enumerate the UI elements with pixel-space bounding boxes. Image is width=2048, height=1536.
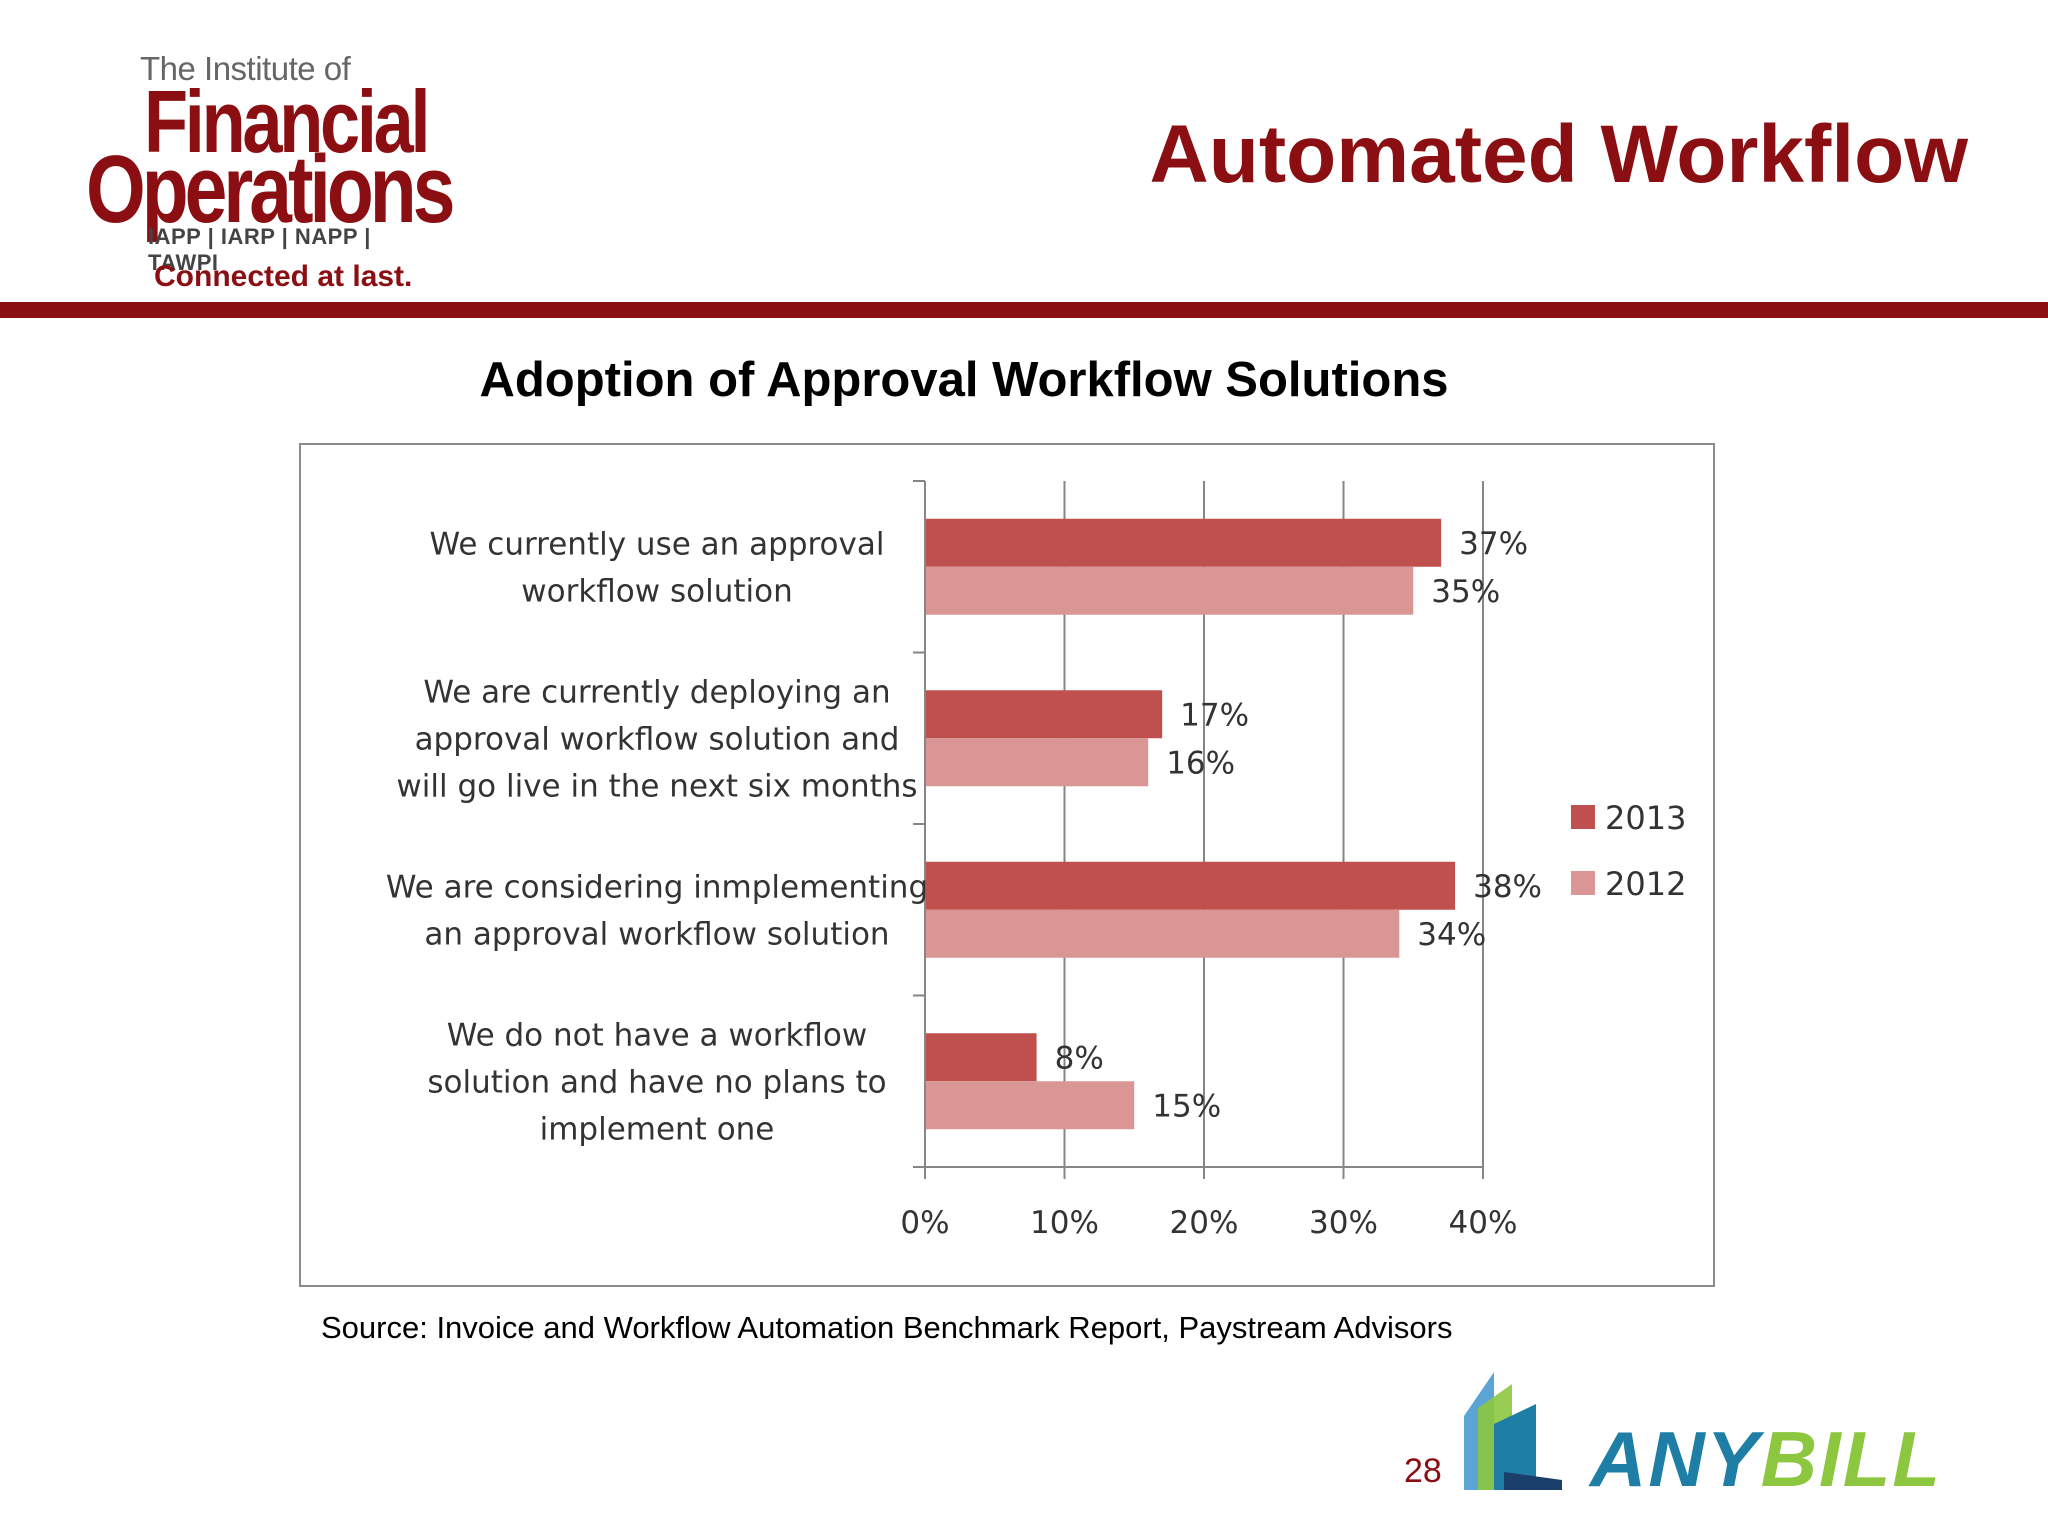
logo-line-institute: The Institute of: [140, 50, 351, 87]
data-label: 38%: [1473, 869, 1542, 905]
bar-2013-1: [925, 518, 1442, 567]
category-label: will go live in the next six months: [396, 768, 917, 804]
ifo-logo: The Institute of Financial Operations IA…: [84, 44, 455, 304]
category-label: approval workflow solution and: [415, 721, 900, 757]
logo-associations: IAPP | IARP | NAPP | TAWPI: [148, 224, 371, 275]
category-label: We currently use an approval: [430, 526, 885, 562]
data-label: 8%: [1055, 1040, 1104, 1076]
logo-line-financial: Financial: [144, 72, 431, 171]
category-label: We do not have a workflow: [447, 1017, 868, 1053]
bar-2012-4: [925, 1081, 1135, 1130]
brand-name-bill: BILL: [1761, 1415, 1942, 1494]
page-number: 28: [1404, 1452, 1442, 1490]
logo-line-operations: Operations: [86, 136, 455, 243]
svg-text:ANYBILL: ANYBILL: [1588, 1415, 1942, 1494]
category-label: We are considering inmplementing: [386, 869, 928, 905]
anybill-logo: ANYBILL: [1460, 1364, 2000, 1503]
legend-label-2013: 2013: [1605, 799, 1686, 837]
x-tick-label: 40%: [1449, 1205, 1518, 1241]
legend-swatch-2013: [1571, 805, 1595, 829]
data-label: 35%: [1431, 574, 1500, 610]
bar-2013-3: [925, 861, 1456, 910]
anybill-logo-mark: ANYBILL: [1464, 1372, 1942, 1503]
category-label: workflow solution: [521, 573, 792, 609]
category-label: implement one: [540, 1111, 775, 1147]
logo-tagline: Connected at last.: [154, 260, 413, 293]
x-tick-label: 0%: [900, 1205, 949, 1241]
header-divider: [0, 302, 2048, 318]
chart-frame: 37% 17% 38% 8% 35% 16% 34% 15% 0% 10% 20% 30% 40% We …: [299, 443, 1715, 1287]
legend-label-2012: 2012: [1605, 865, 1686, 903]
slide-title: Automated Workflow: [1149, 109, 1968, 200]
bar-2012-2: [925, 738, 1149, 787]
data-label: 16%: [1166, 745, 1235, 781]
data-label: 34%: [1417, 917, 1486, 953]
brand-name-any: ANY: [1588, 1415, 1765, 1494]
data-label: 15%: [1152, 1088, 1221, 1124]
chart-title: Adoption of Approval Workflow Solutions: [479, 353, 1449, 407]
bar-2013-2: [925, 690, 1163, 739]
data-label: 17%: [1180, 697, 1249, 733]
bar-2013-4: [925, 1033, 1037, 1082]
legend-swatch-2012: [1571, 871, 1595, 895]
x-tick-label: 10%: [1030, 1205, 1099, 1241]
bar-chart: 37% 17% 38% 8% 35% 16% 34% 15% 0% 10% 20% 30% 40% We …: [386, 480, 1686, 1241]
category-label: solution and have no plans to: [427, 1064, 886, 1100]
bar-2012-3: [925, 909, 1400, 958]
x-tick-label: 30%: [1309, 1205, 1378, 1241]
category-label: We are currently deploying an: [423, 674, 890, 710]
category-label: an approval workflow solution: [424, 916, 889, 952]
data-label: 37%: [1459, 526, 1528, 562]
x-tick-label: 20%: [1170, 1205, 1239, 1241]
bar-2012-1: [925, 566, 1414, 615]
source-citation: Source: Invoice and Workflow Automation …: [321, 1310, 1453, 1345]
